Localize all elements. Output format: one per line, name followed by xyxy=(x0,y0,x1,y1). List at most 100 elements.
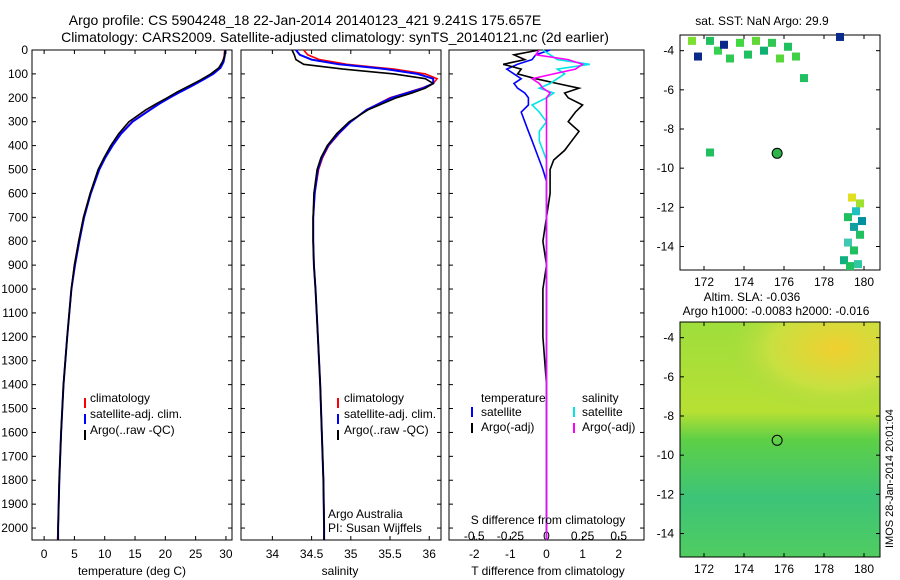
sst-cell xyxy=(714,46,722,55)
s-tick-label: 0.25 xyxy=(571,529,595,543)
map-x-tick-label: 178 xyxy=(814,562,834,576)
map-x-tick-label: 178 xyxy=(814,275,834,289)
salinity-axes-frame xyxy=(240,49,442,541)
depth-tick-label: 0 xyxy=(21,43,28,57)
temperature-legend: climatology satellite-adj. clim. Argo(..… xyxy=(84,391,182,440)
sst-cell xyxy=(850,222,858,231)
legend-label-argo: Argo(..raw -QC) xyxy=(90,423,175,437)
map-y-tick-label: -8 xyxy=(663,409,674,423)
argo-position-marker xyxy=(771,147,783,159)
sla-map-title: Altim. SLA: -0.036 xyxy=(704,290,801,304)
map-x-tick-label: 176 xyxy=(774,562,794,576)
legend-label-climatology: climatology xyxy=(90,391,150,405)
s-tick-label: 0.5 xyxy=(610,529,627,543)
x-tick-label: 2 xyxy=(615,547,622,561)
sst-map-panel: sat. SST: NaN Argo: 29.9 172 174 176 178 180… xyxy=(657,14,881,289)
x-tick-label: 34.5 xyxy=(300,547,324,561)
legend-label-climatology: climatology xyxy=(344,391,404,405)
legend-label-t-argo: Argo(-adj) xyxy=(481,420,534,434)
depth-tick-label: 800 xyxy=(8,234,28,248)
sst-cell xyxy=(848,193,856,202)
legend-label-argo: Argo(..raw -QC) xyxy=(344,423,429,437)
legend-heading-temperature: temperature xyxy=(481,391,546,405)
s-tick-label: -0.25 xyxy=(497,529,525,543)
sst-map-title: sat. SST: NaN Argo: 29.9 xyxy=(695,14,829,28)
x-tick-label: -2 xyxy=(469,547,480,561)
depth-tick-label: 1600 xyxy=(1,425,28,439)
sst-cell xyxy=(792,52,800,61)
legend-label-satellite: satellite-adj. clim. xyxy=(90,407,182,421)
map-y-tick-label: -8 xyxy=(663,122,674,136)
x-tick-label: 30 xyxy=(219,547,233,561)
x-tick-label: 20 xyxy=(159,547,173,561)
imos-stamp-text: IMOS 28-Jan-2014 20:01:04 xyxy=(884,409,896,548)
x-tick-label: 0 xyxy=(543,547,550,561)
salinity-line-argo xyxy=(291,49,435,540)
map-y-tick-label: -4 xyxy=(663,44,674,58)
x-tick-label: 25 xyxy=(189,547,203,561)
sst-cell xyxy=(850,246,858,255)
sla-map-subtitle: Argo h1000: -0.0083 h2000: -0.016 xyxy=(683,304,870,318)
annotation-pi: PI: Susan Wijffels xyxy=(328,521,422,535)
sst-cell xyxy=(846,262,854,271)
map-y-tick-label: -14 xyxy=(657,240,675,254)
title-line-2: Climatology: CARS2009. Satellite-adjuste… xyxy=(61,29,609,45)
legend-heading-salinity: salinity xyxy=(582,391,619,405)
x-tick-label: 0 xyxy=(41,547,48,561)
depth-tick-label: 200 xyxy=(8,91,28,105)
x-tick-label: 35 xyxy=(344,547,358,561)
sst-cell xyxy=(706,148,714,157)
depth-tick-label: 300 xyxy=(8,115,28,129)
depth-tick-label: 600 xyxy=(8,186,28,200)
difference-legend: temperature salinity satellite Argo(-adj… xyxy=(471,391,635,434)
sst-cell xyxy=(844,238,852,247)
difference-panel: -2 -1 0 1 2-0.5 -0.25 0 0.25 0.5 S difference fr… xyxy=(448,49,645,578)
salinity-xlabel: salinity xyxy=(322,564,359,578)
depth-tick-label: 1500 xyxy=(1,402,28,416)
sst-cell xyxy=(858,217,866,226)
sst-cell xyxy=(852,207,860,216)
depth-tick-label: 1200 xyxy=(1,330,28,344)
legend-label-s-satellite: satellite xyxy=(582,405,623,419)
depth-tick-label: 1700 xyxy=(1,449,28,463)
depth-tick-label: 2000 xyxy=(1,521,28,535)
sla-map-warm-anomaly xyxy=(680,322,880,442)
map-y-tick-label: -6 xyxy=(663,83,674,97)
sst-cell xyxy=(688,36,696,45)
map-y-tick-label: -10 xyxy=(657,448,675,462)
temperature-xlabel: temperature (deg C) xyxy=(78,564,186,578)
map-x-tick-label: 180 xyxy=(854,275,874,289)
x-tick-label: 1 xyxy=(579,547,586,561)
legend-label-t-satellite: satellite xyxy=(481,405,522,419)
x-tick-label: 15 xyxy=(128,547,142,561)
sst-cell xyxy=(840,256,848,265)
sst-cell xyxy=(836,32,844,41)
temperature-panel: 0100200300400500600700800900100011001200… xyxy=(1,43,233,578)
title-line-1: Argo profile: CS 5904248_18 22-Jan-2014 … xyxy=(69,12,542,28)
map-x-tick-label: 174 xyxy=(734,275,754,289)
salinity-panel: 34 34.5 35 35.5 36 salinity climatology sate… xyxy=(240,49,442,578)
imos-stamp: IMOS 28-Jan-2014 20:01:04 xyxy=(884,409,896,548)
x-tick-label: 36 xyxy=(423,547,437,561)
s-difference-label: S difference from climatology xyxy=(471,513,626,527)
x-tick-label: 5 xyxy=(71,547,78,561)
x-tick-label: 35.5 xyxy=(378,547,402,561)
depth-tick-label: 500 xyxy=(8,163,28,177)
sla-map-panel: Altim. SLA: -0.036 Argo h1000: -0.0083 h… xyxy=(657,290,881,576)
map-x-tick-label: 180 xyxy=(854,562,874,576)
diff-line-s-argo xyxy=(530,49,585,540)
sst-cell xyxy=(744,50,752,59)
depth-tick-label: 100 xyxy=(8,67,28,81)
sst-cell xyxy=(752,36,760,45)
depth-tick-label: 900 xyxy=(8,258,28,272)
sla-map-frame xyxy=(679,321,881,558)
sst-cell xyxy=(760,46,768,55)
depth-tick-label: 1100 xyxy=(2,306,28,320)
legend-label-satellite: satellite-adj. clim. xyxy=(344,407,436,421)
sst-cell xyxy=(736,38,744,47)
map-y-tick-label: -12 xyxy=(657,200,675,214)
map-y-tick-label: -6 xyxy=(663,370,674,384)
argo-position-marker xyxy=(771,434,783,446)
legend-label-s-argo: Argo(-adj) xyxy=(582,420,635,434)
